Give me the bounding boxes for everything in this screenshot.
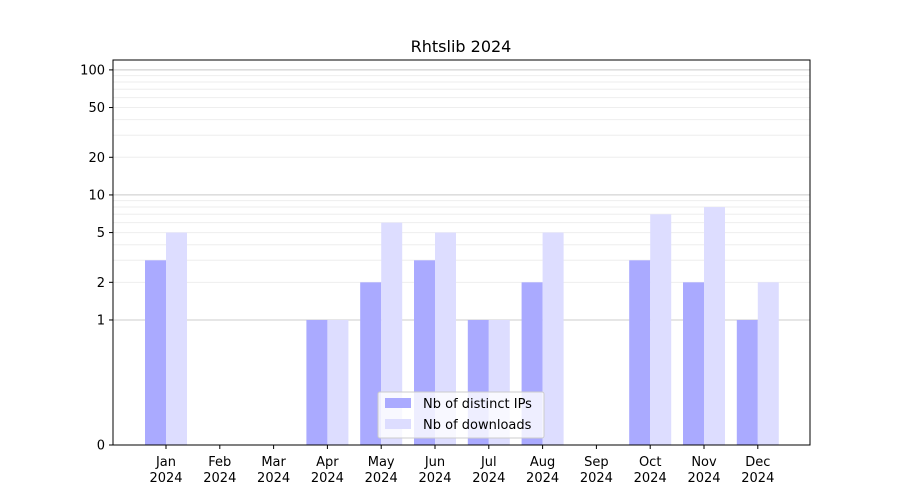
bar-ips-may xyxy=(360,282,382,445)
x-tick-label-month: Apr xyxy=(316,455,339,470)
bar-ips-nov xyxy=(683,282,704,445)
x-tick-label-year: 2024 xyxy=(741,471,774,486)
y-tick-label: 5 xyxy=(97,226,105,241)
bar-downloads-dec xyxy=(757,282,779,445)
x-tick-label-month: Sep xyxy=(584,455,609,470)
x-tick-label-year: 2024 xyxy=(257,471,290,486)
x-tick-label-month: Dec xyxy=(745,455,770,470)
x-tick-label-year: 2024 xyxy=(149,471,182,486)
legend-box xyxy=(377,391,545,439)
x-tick-label-year: 2024 xyxy=(580,471,613,486)
legend-swatch-downloads xyxy=(385,419,411,429)
y-tick-label: 20 xyxy=(88,151,105,166)
y-tick-label: 2 xyxy=(97,276,105,291)
bar-downloads-apr xyxy=(327,319,349,445)
y-tick-label: 100 xyxy=(80,63,105,78)
bar-ips-dec xyxy=(736,319,758,445)
x-tick-label-year: 2024 xyxy=(365,471,398,486)
x-tick-label-year: 2024 xyxy=(418,471,451,486)
y-tick-label: 10 xyxy=(88,188,105,203)
bar-ips-oct xyxy=(629,260,651,445)
x-tick-label-month: Oct xyxy=(639,455,661,470)
legend: Nb of distinct IPs Nb of downloads xyxy=(377,391,545,439)
x-tick-label-year: 2024 xyxy=(203,471,236,486)
bar-downloads-aug xyxy=(542,232,564,445)
x-tick-label-year: 2024 xyxy=(687,471,720,486)
bar-downloads-may xyxy=(381,222,403,445)
x-tick-label-month: Jan xyxy=(155,455,176,470)
grid-lines xyxy=(113,69,810,321)
legend-label-downloads: Nb of downloads xyxy=(423,418,532,433)
x-axis: Jan2024Feb2024Mar2024Apr2024May2024Jun20… xyxy=(149,445,774,486)
y-tick-label: 50 xyxy=(88,101,105,116)
y-tick-label: 0 xyxy=(97,439,105,454)
x-tick-label-month: Mar xyxy=(261,455,286,470)
x-tick-label-month: Feb xyxy=(208,455,231,470)
bar-ips-jan xyxy=(145,260,166,445)
bar-downloads-nov xyxy=(704,207,725,445)
bar-downloads-oct xyxy=(650,214,672,445)
x-tick-label-year: 2024 xyxy=(526,471,559,486)
x-tick-label-year: 2024 xyxy=(311,471,344,486)
chart-title: Rhtslib 2024 xyxy=(411,37,512,56)
bar-ips-apr xyxy=(306,319,328,445)
x-tick-label-year: 2024 xyxy=(634,471,667,486)
y-axis: 0 1 2 5 10 20 50 100 xyxy=(80,63,113,454)
plot-frame xyxy=(112,59,811,446)
y-tick-label: 1 xyxy=(97,313,105,328)
x-tick-label-month: Nov xyxy=(691,455,717,470)
x-tick-label-year: 2024 xyxy=(472,471,505,486)
x-tick-label-month: Aug xyxy=(530,455,555,470)
legend-swatch-ips xyxy=(385,398,411,408)
x-tick-label-month: Jun xyxy=(424,455,445,470)
x-tick-label-month: May xyxy=(368,455,395,470)
bar-downloads-jan xyxy=(166,232,187,445)
x-tick-label-month: Jul xyxy=(480,455,497,470)
legend-label-ips: Nb of distinct IPs xyxy=(423,397,532,412)
